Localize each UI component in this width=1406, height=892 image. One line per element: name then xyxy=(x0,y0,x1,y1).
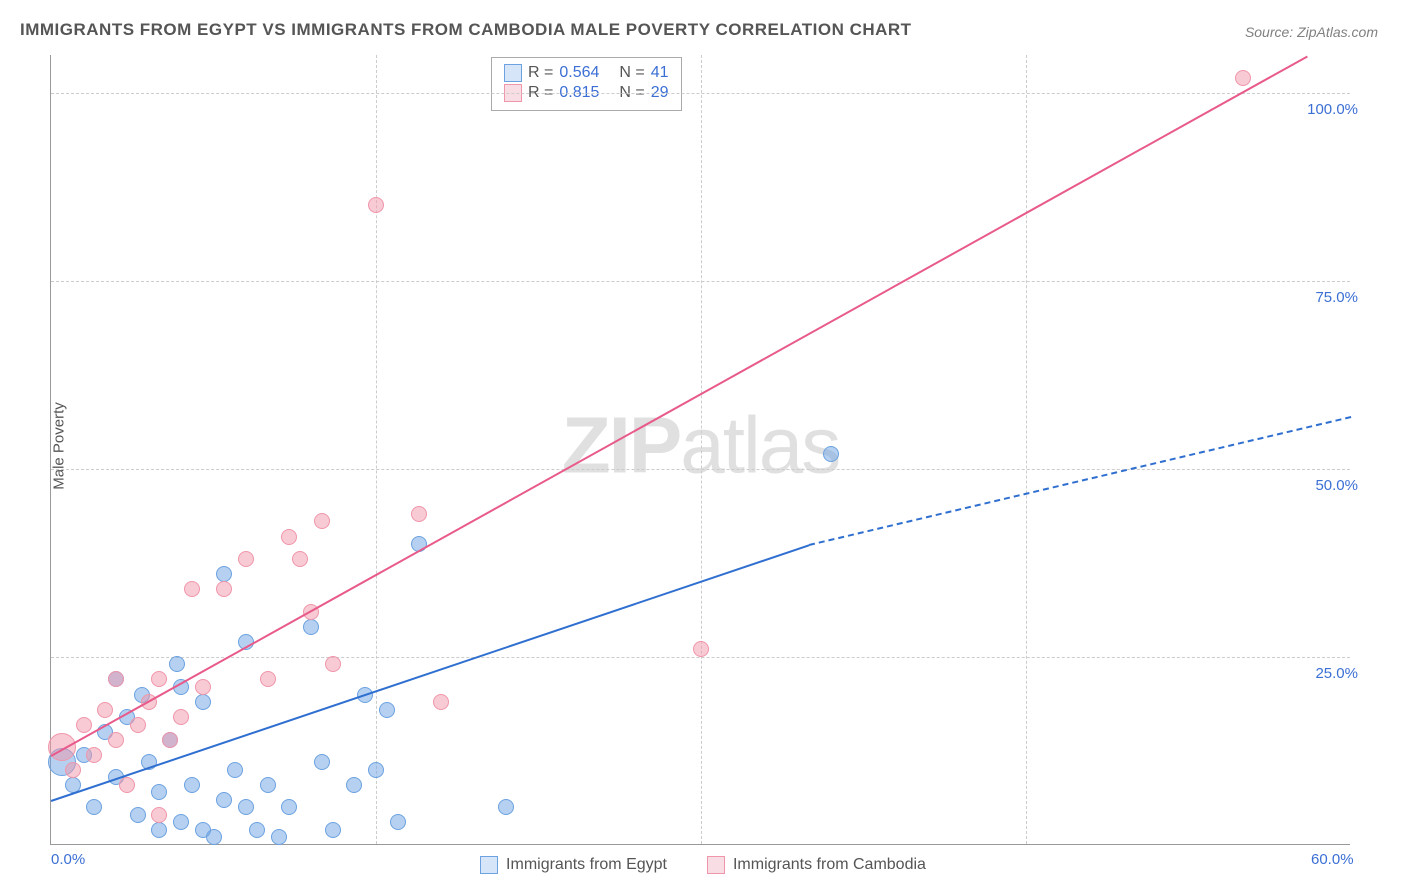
data-point xyxy=(151,807,167,823)
data-point xyxy=(151,784,167,800)
data-point xyxy=(292,551,308,567)
data-point xyxy=(195,694,211,710)
gridline-v xyxy=(376,55,377,844)
legend-item: Immigrants from Cambodia xyxy=(707,856,926,874)
data-point xyxy=(184,777,200,793)
data-point xyxy=(173,709,189,725)
data-point xyxy=(206,829,222,845)
data-point xyxy=(314,754,330,770)
data-point xyxy=(130,717,146,733)
data-point xyxy=(184,581,200,597)
y-tick-label: 75.0% xyxy=(1315,289,1358,306)
data-point xyxy=(303,619,319,635)
data-point xyxy=(86,799,102,815)
data-point xyxy=(325,822,341,838)
data-point xyxy=(238,799,254,815)
data-point xyxy=(216,566,232,582)
y-tick-label: 100.0% xyxy=(1307,101,1358,118)
legend-label: Immigrants from Cambodia xyxy=(733,856,926,874)
data-point xyxy=(151,822,167,838)
data-point xyxy=(97,702,113,718)
legend-swatch xyxy=(504,64,522,82)
data-point xyxy=(1235,70,1251,86)
data-point xyxy=(314,513,330,529)
legend-label: Immigrants from Egypt xyxy=(506,856,667,874)
data-point xyxy=(433,694,449,710)
chart-area: ZIPatlas R =0.564N =41R =0.815N =29 25.0… xyxy=(50,55,1350,845)
data-point xyxy=(411,506,427,522)
data-point xyxy=(119,777,135,793)
data-point xyxy=(216,581,232,597)
data-point xyxy=(823,446,839,462)
legend-swatch xyxy=(480,856,498,874)
y-tick-label: 50.0% xyxy=(1315,477,1358,494)
data-point xyxy=(108,671,124,687)
data-point xyxy=(693,641,709,657)
data-point xyxy=(65,762,81,778)
legend-swatch xyxy=(707,856,725,874)
n-label: N = xyxy=(619,64,644,82)
data-point xyxy=(346,777,362,793)
data-point xyxy=(368,762,384,778)
legend-stats-box: R =0.564N =41R =0.815N =29 xyxy=(491,57,682,111)
data-point xyxy=(390,814,406,830)
r-value: 0.564 xyxy=(559,64,599,82)
data-point xyxy=(227,762,243,778)
data-point xyxy=(260,671,276,687)
data-point xyxy=(108,732,124,748)
data-point xyxy=(249,822,265,838)
n-value: 41 xyxy=(651,64,669,82)
data-point xyxy=(169,656,185,672)
y-tick-label: 25.0% xyxy=(1315,665,1358,682)
regression-line xyxy=(51,55,1309,756)
gridline-v xyxy=(1026,55,1027,844)
chart-title: IMMIGRANTS FROM EGYPT VS IMMIGRANTS FROM… xyxy=(20,20,912,40)
data-point xyxy=(271,829,287,845)
data-point xyxy=(238,551,254,567)
gridline-v xyxy=(701,55,702,844)
data-point xyxy=(162,732,178,748)
legend-item: Immigrants from Egypt xyxy=(480,856,667,874)
data-point xyxy=(86,747,102,763)
data-point xyxy=(498,799,514,815)
data-point xyxy=(281,529,297,545)
data-point xyxy=(260,777,276,793)
data-point xyxy=(281,799,297,815)
data-point xyxy=(195,679,211,695)
data-point xyxy=(368,197,384,213)
data-point xyxy=(173,814,189,830)
legend-stat-row: R = 0.564 N = 41 xyxy=(504,64,669,82)
data-point xyxy=(325,656,341,672)
data-point xyxy=(76,717,92,733)
r-label: R = xyxy=(528,64,553,82)
data-point xyxy=(48,733,76,761)
source-label: Source: ZipAtlas.com xyxy=(1245,24,1378,40)
legend-bottom: Immigrants from Egypt Immigrants from Cam… xyxy=(0,856,1406,874)
data-point xyxy=(151,671,167,687)
regression-line xyxy=(809,416,1351,546)
data-point xyxy=(379,702,395,718)
data-point xyxy=(216,792,232,808)
data-point xyxy=(130,807,146,823)
